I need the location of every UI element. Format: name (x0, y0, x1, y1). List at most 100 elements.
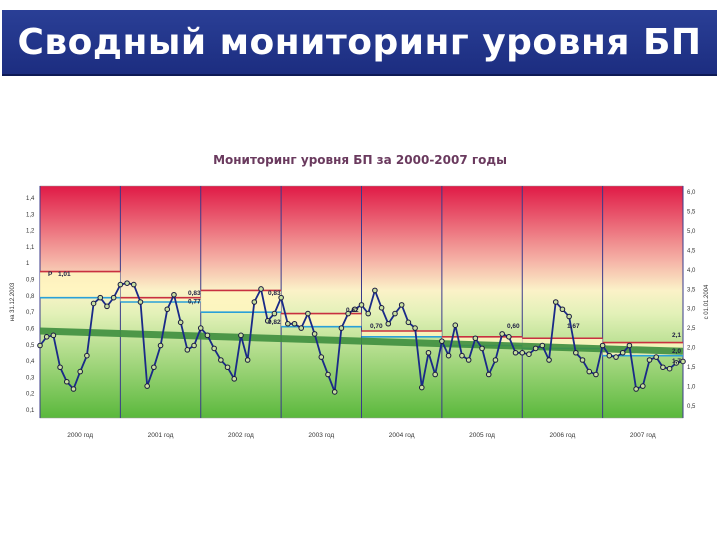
left-tick-label: 0,9 (26, 278, 35, 284)
left-tick-label: 1,3 (26, 212, 35, 218)
left-tick-label: 1 (26, 261, 30, 267)
data-point (465, 357, 472, 363)
data-point (613, 354, 619, 360)
limit-zone (361, 331, 442, 337)
data-point (439, 338, 445, 344)
data-point (552, 299, 559, 305)
left-tick-label: 0,2 (26, 392, 35, 398)
left-side-label: на 31.12.2003 (10, 282, 16, 321)
data-point (519, 349, 526, 356)
data-point (398, 302, 405, 308)
data-point (499, 331, 505, 337)
limit-annotation: 2,0 (672, 348, 681, 355)
left-tick-label: 1,4 (26, 196, 35, 202)
data-point (479, 345, 485, 352)
left-tick-label: 0,4 (26, 359, 35, 365)
limit-zone (281, 313, 362, 327)
right-tick-label: 2,5 (687, 326, 696, 332)
data-point (238, 332, 244, 339)
data-point (110, 294, 117, 301)
right-tick-label: 1,5 (687, 365, 696, 371)
data-point (459, 352, 465, 359)
data-point (539, 342, 546, 349)
year-label: 2004 год (389, 432, 415, 439)
data-point (311, 331, 318, 337)
data-point (285, 320, 291, 327)
data-point (144, 383, 150, 389)
data-point (130, 281, 137, 288)
data-point (352, 306, 358, 313)
data-point (338, 325, 345, 331)
data-point (117, 281, 124, 288)
data-point (318, 354, 325, 360)
data-point (184, 347, 191, 353)
data-point (559, 306, 566, 313)
data-point (151, 364, 157, 371)
data-point (97, 294, 104, 301)
limit-annotation: 1,7 (672, 358, 681, 365)
data-point (452, 322, 459, 329)
series-bp-level (37, 280, 686, 395)
year-label: 2001 год (148, 432, 174, 439)
data-point (372, 287, 378, 294)
slide-title-bar: Сводный мониторинг уровня БП (2, 10, 717, 76)
data-point (365, 310, 371, 317)
data-point (104, 303, 110, 310)
data-point (432, 371, 438, 378)
data-point (445, 352, 452, 359)
year-label: 2002 год (228, 432, 254, 439)
limit-zone (200, 290, 282, 313)
data-point (211, 345, 217, 352)
limit-annotation: Р (48, 271, 53, 278)
data-point (640, 383, 646, 389)
axes: 1,4 1,3 1,2 1,1 1 0,9 0,8 0,7 0,6 0,5 0,4 0,3 0,2 0,1… (10, 190, 710, 439)
chart-title: Мониторинг уровня БП за 2000-2007 годы (213, 153, 507, 167)
data-point (660, 364, 666, 371)
data-point (298, 325, 305, 331)
right-tick-label: 6,0 (687, 190, 696, 196)
limit-zone (441, 336, 523, 346)
data-point (77, 368, 83, 375)
data-point (492, 357, 499, 363)
data-point (278, 294, 284, 301)
data-point (43, 334, 50, 340)
limit-zone (40, 271, 121, 298)
slide-title: Сводный мониторинг уровня БП (17, 22, 702, 63)
left-tick-label: 1,2 (26, 229, 35, 235)
left-tick-label: 0,7 (26, 310, 35, 316)
limit-annotation: 0,83 (188, 290, 201, 297)
right-tick-label: 5,0 (687, 229, 696, 235)
data-point (633, 386, 639, 392)
data-point (566, 313, 572, 320)
limit-annotation: 0,70 (370, 323, 383, 330)
limit-annotation: 0,83 (268, 290, 281, 297)
data-point (345, 310, 351, 317)
data-point (619, 349, 626, 356)
data-point (157, 342, 164, 349)
limit-zone (522, 338, 603, 349)
limit-annotation: 0,62 (346, 307, 359, 314)
right-tick-label: 1,0 (687, 385, 696, 391)
annotations: Р 1,010,83 0,830,770,820,620,70 0,60 1,672,1… (48, 271, 681, 365)
data-point (37, 342, 43, 349)
year-label: 2000 год (67, 432, 93, 439)
data-point (231, 376, 238, 382)
data-point (418, 384, 425, 391)
year-label: 2003 год (308, 432, 334, 439)
limit-lines (40, 270, 683, 357)
data-point (573, 349, 579, 356)
data-point (325, 371, 331, 378)
data-point (472, 335, 479, 342)
data-point (392, 310, 398, 317)
data-point (124, 280, 130, 286)
data-point (57, 364, 63, 371)
right-tick-label: 4,5 (687, 248, 696, 254)
left-tick-label: 0,1 (26, 408, 35, 414)
data-point (90, 300, 97, 307)
trend-band-line (39, 327, 684, 355)
limit-annotation: 0,77 (188, 298, 201, 305)
data-point (532, 345, 539, 352)
data-point (546, 357, 552, 363)
right-tick-label: 4,0 (687, 268, 696, 274)
data-point (177, 319, 184, 326)
